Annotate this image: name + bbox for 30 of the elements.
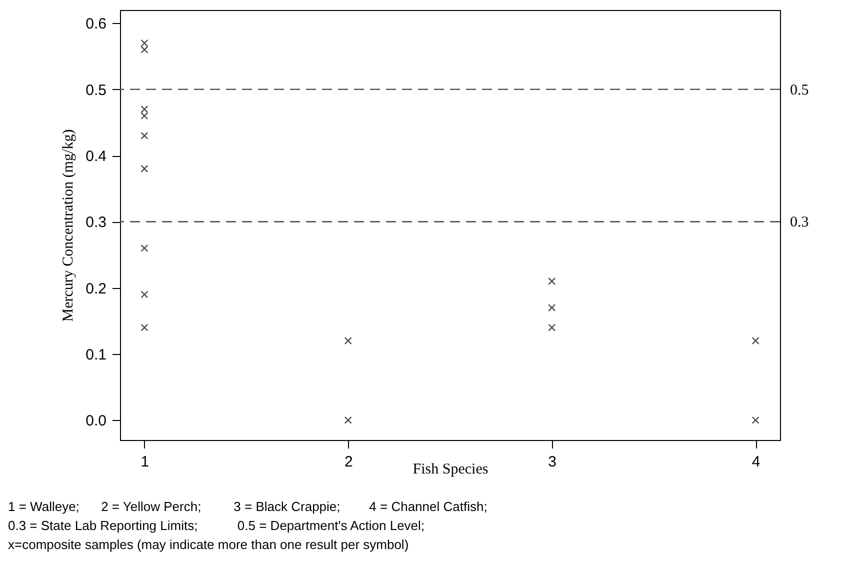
point	[344, 416, 352, 424]
point	[140, 290, 148, 298]
point	[344, 337, 352, 345]
text: 1 = Walleye; 2 = Yellow Perch; 3 = Black Crappie; 4 = Channel Catfish;	[8, 498, 488, 516]
point	[140, 132, 148, 140]
x-axis-title: Fish Species	[412, 462, 488, 478]
point	[752, 337, 760, 345]
point	[140, 244, 148, 252]
point	[548, 304, 556, 312]
point	[140, 324, 148, 332]
x-tick-label: 3	[548, 454, 557, 470]
y-tick-label: 0.5	[86, 82, 106, 99]
y-axis-title: Mercury Concentration (mg/kg)	[60, 129, 77, 322]
x-tick-label: 4	[752, 454, 760, 470]
text: 0.3 = State Lab Reporting Limits; 0.5 = Department's Action Level;	[8, 517, 426, 535]
point	[548, 277, 556, 285]
ref-line-label: 0.3	[790, 214, 809, 231]
point	[548, 324, 556, 332]
text: x=composite samples (may indicate more than one result per symbol)	[8, 536, 410, 554]
x-tick-label: 1	[140, 454, 150, 470]
y-tick-label: 0.2	[86, 280, 106, 298]
y-tick-label: 0.0	[86, 412, 106, 430]
point	[140, 165, 148, 173]
y-tick-label: 0.1	[86, 346, 106, 364]
x-tick-label: 2	[344, 454, 353, 470]
y-tick-label: 0.4	[86, 148, 106, 166]
ref-line-label: 0.5	[790, 82, 809, 98]
y-tick-label: 0.6	[86, 16, 106, 33]
y-tick-label: 0.3	[86, 214, 106, 232]
point	[752, 416, 760, 424]
